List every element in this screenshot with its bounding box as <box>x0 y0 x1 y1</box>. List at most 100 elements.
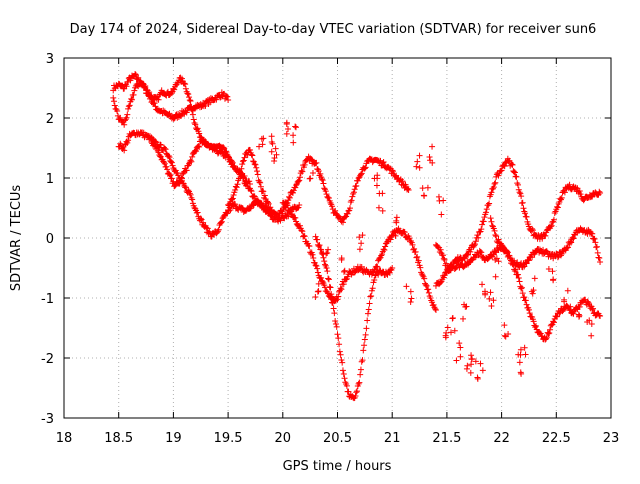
data-point <box>520 205 527 212</box>
data-point <box>501 332 508 339</box>
data-point <box>373 263 380 270</box>
data-point <box>424 184 431 191</box>
data-point <box>570 235 577 242</box>
data-point <box>523 213 530 220</box>
data-point <box>488 189 495 196</box>
data-point <box>218 219 225 226</box>
data-point <box>295 204 302 211</box>
data-point <box>596 188 603 195</box>
data-point <box>457 344 464 351</box>
data-point <box>286 194 293 201</box>
data-point <box>380 158 387 165</box>
data-point <box>530 287 537 294</box>
data-point <box>301 233 308 240</box>
data-point <box>171 182 178 189</box>
data-point <box>352 393 359 400</box>
data-point <box>231 163 238 170</box>
data-point <box>318 176 325 183</box>
data-point <box>261 192 268 199</box>
data-point <box>565 244 572 251</box>
data-point <box>314 236 321 243</box>
data-point <box>272 145 279 152</box>
data-point <box>531 275 538 282</box>
data-point <box>522 351 529 358</box>
data-point <box>381 247 388 253</box>
data-point <box>523 260 530 267</box>
data-point <box>332 207 339 214</box>
data-point <box>196 130 203 137</box>
data-point <box>492 179 499 186</box>
data-point <box>189 153 196 160</box>
x-axis-label: GPS time / hours <box>283 459 392 474</box>
data-point <box>161 160 168 167</box>
data-point <box>425 286 432 293</box>
data-point <box>202 102 209 109</box>
data-point <box>558 194 565 201</box>
data-point <box>557 195 564 202</box>
data-point <box>240 157 247 164</box>
data-point <box>325 246 332 253</box>
data-point <box>521 294 528 301</box>
data-point <box>332 317 339 324</box>
data-point <box>393 219 400 226</box>
data-point <box>238 165 245 172</box>
data-point <box>437 279 444 286</box>
data-point <box>243 179 250 186</box>
data-point <box>529 227 536 234</box>
data-point <box>519 290 526 297</box>
data-point <box>421 275 428 282</box>
data-point <box>192 121 199 128</box>
data-point <box>289 189 296 196</box>
x-tick-label: 18 <box>56 431 73 446</box>
data-point <box>251 161 258 168</box>
data-point <box>249 152 256 159</box>
data-point <box>337 285 344 292</box>
data-point <box>511 268 518 275</box>
data-point <box>467 248 474 255</box>
data-point <box>250 202 257 209</box>
data-point <box>375 204 382 211</box>
data-point <box>389 167 396 174</box>
data-point <box>351 186 358 193</box>
y-axis-label: SDTVAR / TECUs <box>9 185 24 292</box>
data-point <box>257 179 264 186</box>
data-point <box>157 153 164 160</box>
data-point <box>232 201 239 208</box>
data-point <box>198 216 205 223</box>
data-point <box>197 215 204 222</box>
data-point <box>365 306 372 313</box>
data-point <box>168 90 175 97</box>
data-point <box>517 351 524 358</box>
data-point <box>451 327 458 334</box>
data-point <box>417 264 424 271</box>
data-point <box>549 268 556 275</box>
data-point <box>187 98 194 105</box>
data-point <box>196 143 203 150</box>
data-point <box>322 188 329 195</box>
data-point <box>401 229 408 236</box>
data-point <box>223 149 230 156</box>
data-point <box>432 307 439 313</box>
data-point <box>490 297 497 304</box>
data-point <box>383 240 390 247</box>
data-point <box>436 197 443 204</box>
data-point <box>371 276 378 283</box>
data-point <box>347 205 354 212</box>
data-point <box>440 255 447 262</box>
data-point <box>176 180 183 187</box>
data-point <box>353 182 360 189</box>
y-tick-label: 1 <box>46 172 54 187</box>
data-point <box>321 284 328 291</box>
data-point <box>478 249 485 256</box>
data-point <box>256 143 263 150</box>
data-point <box>442 334 449 341</box>
data-point <box>501 322 508 329</box>
data-point <box>309 251 316 258</box>
data-point <box>183 167 190 174</box>
data-point <box>195 143 202 150</box>
data-point <box>307 175 314 182</box>
x-tick-label: 20 <box>275 431 292 446</box>
data-point <box>356 379 363 386</box>
data-point <box>374 172 381 179</box>
data-point <box>306 243 313 250</box>
